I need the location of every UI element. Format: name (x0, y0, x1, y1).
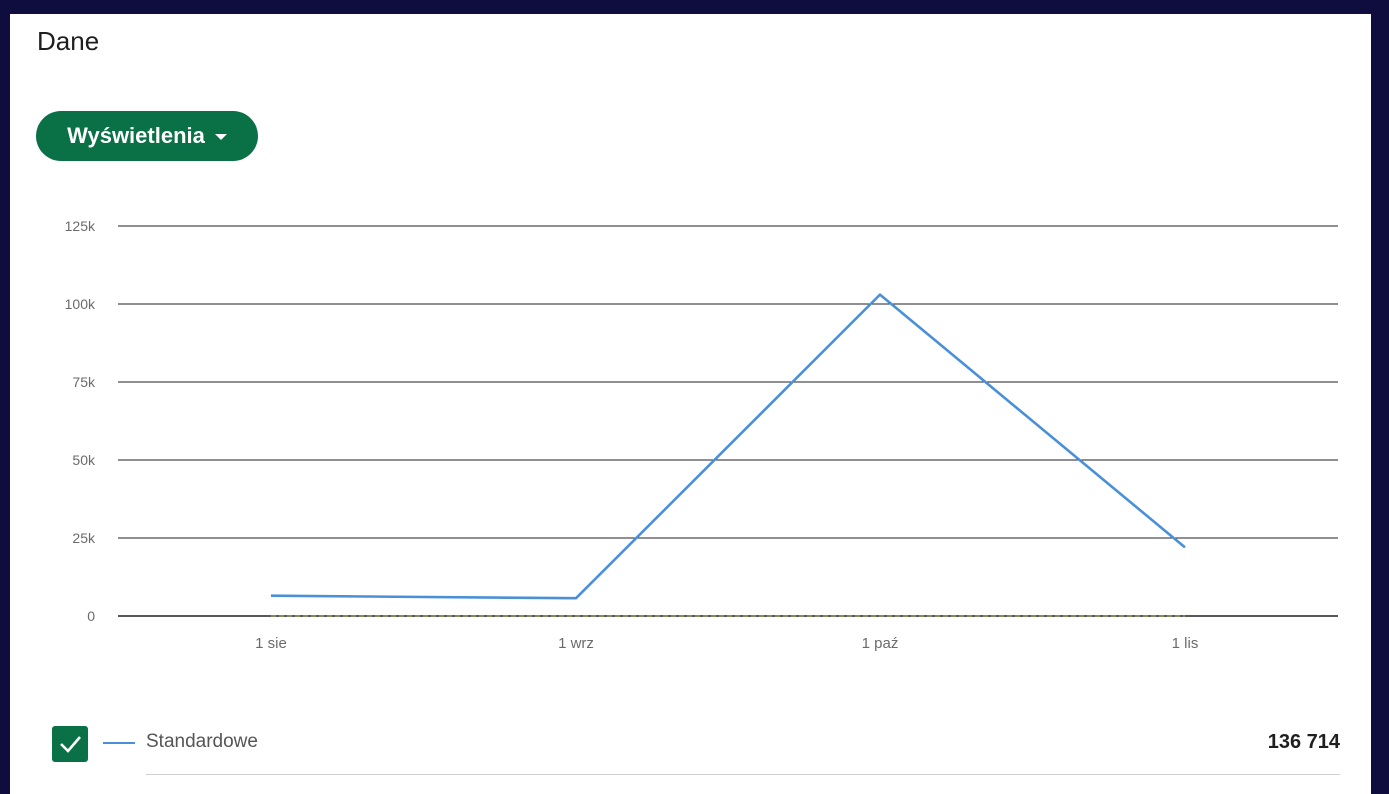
legend-series-total: 136 714 (1268, 731, 1340, 754)
x-tick-label: 1 sie (255, 635, 287, 652)
y-tick-label: 25k (72, 530, 96, 546)
y-tick-label: 125k (65, 218, 96, 234)
series-line-standardowe (271, 295, 1185, 599)
series-checkbox[interactable] (52, 726, 88, 762)
y-tick-label: 100k (65, 296, 96, 312)
x-tick-label: 1 paź (862, 635, 899, 652)
x-tick-label: 1 wrz (558, 635, 594, 652)
y-tick-label: 75k (72, 374, 96, 390)
legend-series-label: Standardowe (146, 731, 258, 753)
legend-divider (146, 774, 1340, 775)
y-tick-label: 50k (72, 452, 96, 468)
y-tick-label: 0 (87, 608, 95, 624)
checkmark-icon (52, 726, 88, 762)
legend-series-swatch (103, 742, 135, 744)
x-tick-label: 1 lis (1172, 635, 1199, 652)
